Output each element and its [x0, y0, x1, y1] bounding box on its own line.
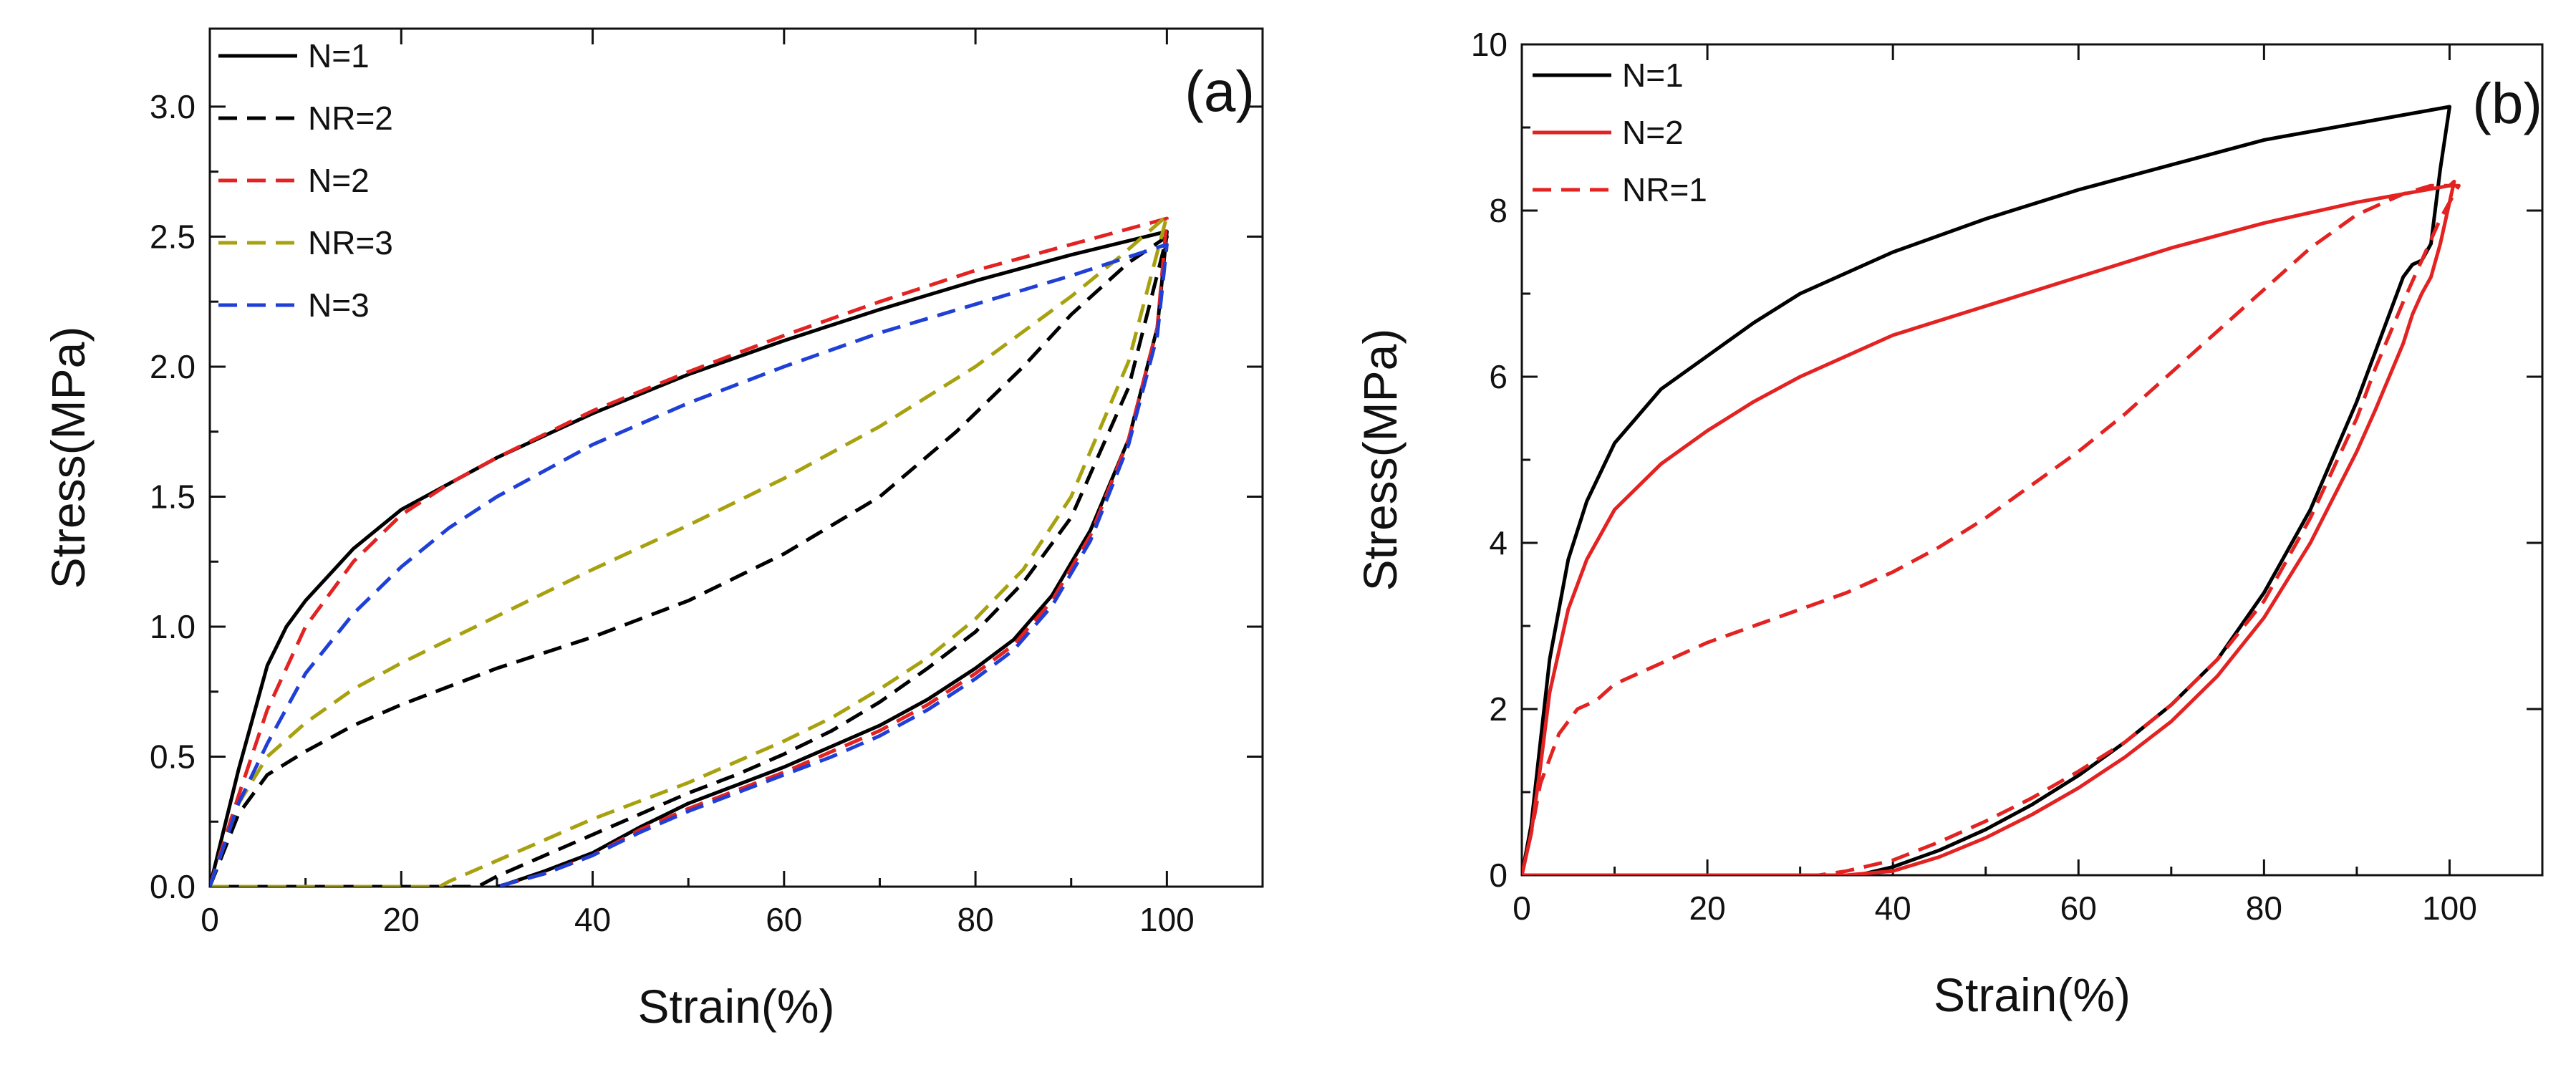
- panel-b-y-tick-label: 8: [1489, 192, 1508, 229]
- panel-b-plot-frame: [1520, 43, 2544, 877]
- panel-b-legend-label-nr-1: NR=1: [1622, 171, 1707, 208]
- panel-b-legend-label-n-1: N=1: [1622, 57, 1684, 94]
- panel-b-legend-label-n-2: N=2: [1622, 114, 1684, 151]
- panel-b-series-n-1: [1522, 105, 2451, 875]
- panel-a-legend-label-n-3: N=3: [308, 286, 370, 324]
- panel-a-x-tick-label: 80: [957, 901, 994, 938]
- panel-a-y-tick-label: 2.5: [150, 218, 196, 255]
- panel-b-y-tick-label: 0: [1489, 857, 1508, 894]
- panel-b-x-axis-title: Strain(%): [1934, 968, 2131, 1021]
- panel-a-x-tick-label: 20: [383, 901, 420, 938]
- panel-a-y-tick-label: 0.5: [150, 738, 196, 775]
- panel-b-series-n-2: [1522, 179, 2456, 875]
- panel-a-y-tick-label: 1.0: [150, 608, 196, 645]
- panel-b-x-tick-label: 20: [1689, 890, 1726, 927]
- panel-a-panel-label: (a): [1185, 59, 1255, 123]
- panel-a: 0 20 40 60 80 100 0.0 0.5 1.0 1.5 2.0 2.5 3.0 Strain(…: [42, 27, 1264, 1033]
- panel-b-y-tick-label: 4: [1489, 524, 1508, 561]
- panel-a-plot-frame: [208, 27, 1264, 888]
- panel-a-y-axis-title: Stress(MPa): [42, 327, 95, 589]
- panel-b-panel-label: (b): [2472, 72, 2542, 135]
- panel-a-series-n-3: [210, 242, 1169, 887]
- panel-a-x-tick-label: 60: [766, 901, 802, 938]
- panel-a-legend-label-nr-3: NR=3: [308, 224, 393, 261]
- panel-b-series-nr-1: [1522, 183, 2461, 875]
- panel-a-legend-label-nr-2: NR=2: [308, 100, 393, 137]
- panel-b-x-tick-label: 60: [2060, 890, 2097, 927]
- panel-a-x-tick-label: 0: [201, 901, 219, 938]
- panel-a-series-nr-3: [210, 213, 1169, 887]
- panel-a-y-tick-label: 0.0: [150, 868, 196, 905]
- panel-a-y-tick-label: 3.0: [150, 88, 196, 125]
- panel-b: 0 20 40 60 80 100 0 2 4 6 8 10 Strain(%) Stress(MPa) N…: [1354, 26, 2544, 1021]
- panel-b-y-tick-label: 10: [1471, 26, 1508, 63]
- panel-a-x-tick-label: 40: [574, 901, 611, 938]
- panel-b-y-axis-title: Stress(MPa): [1354, 329, 1407, 592]
- panel-b-x-tick-label: 100: [2422, 890, 2477, 927]
- panel-b-x-tick-label: 0: [1513, 890, 1531, 927]
- panel-a-y-tick-label: 2.0: [150, 348, 196, 385]
- panel-a-y-tick-label: 1.5: [150, 478, 196, 515]
- panel-a-legend-label-n-1: N=1: [308, 37, 370, 74]
- panel-a-x-tick-label: 100: [1139, 901, 1195, 938]
- panel-a-x-axis-title: Strain(%): [637, 980, 834, 1033]
- panel-b-x-tick-label: 80: [2246, 890, 2282, 927]
- panel-b-x-tick-label: 40: [1875, 890, 1911, 927]
- panel-b-y-tick-label: 6: [1489, 358, 1508, 395]
- panel-a-legend-label-n-2: N=2: [308, 162, 370, 199]
- panel-b-y-tick-label: 2: [1489, 690, 1508, 728]
